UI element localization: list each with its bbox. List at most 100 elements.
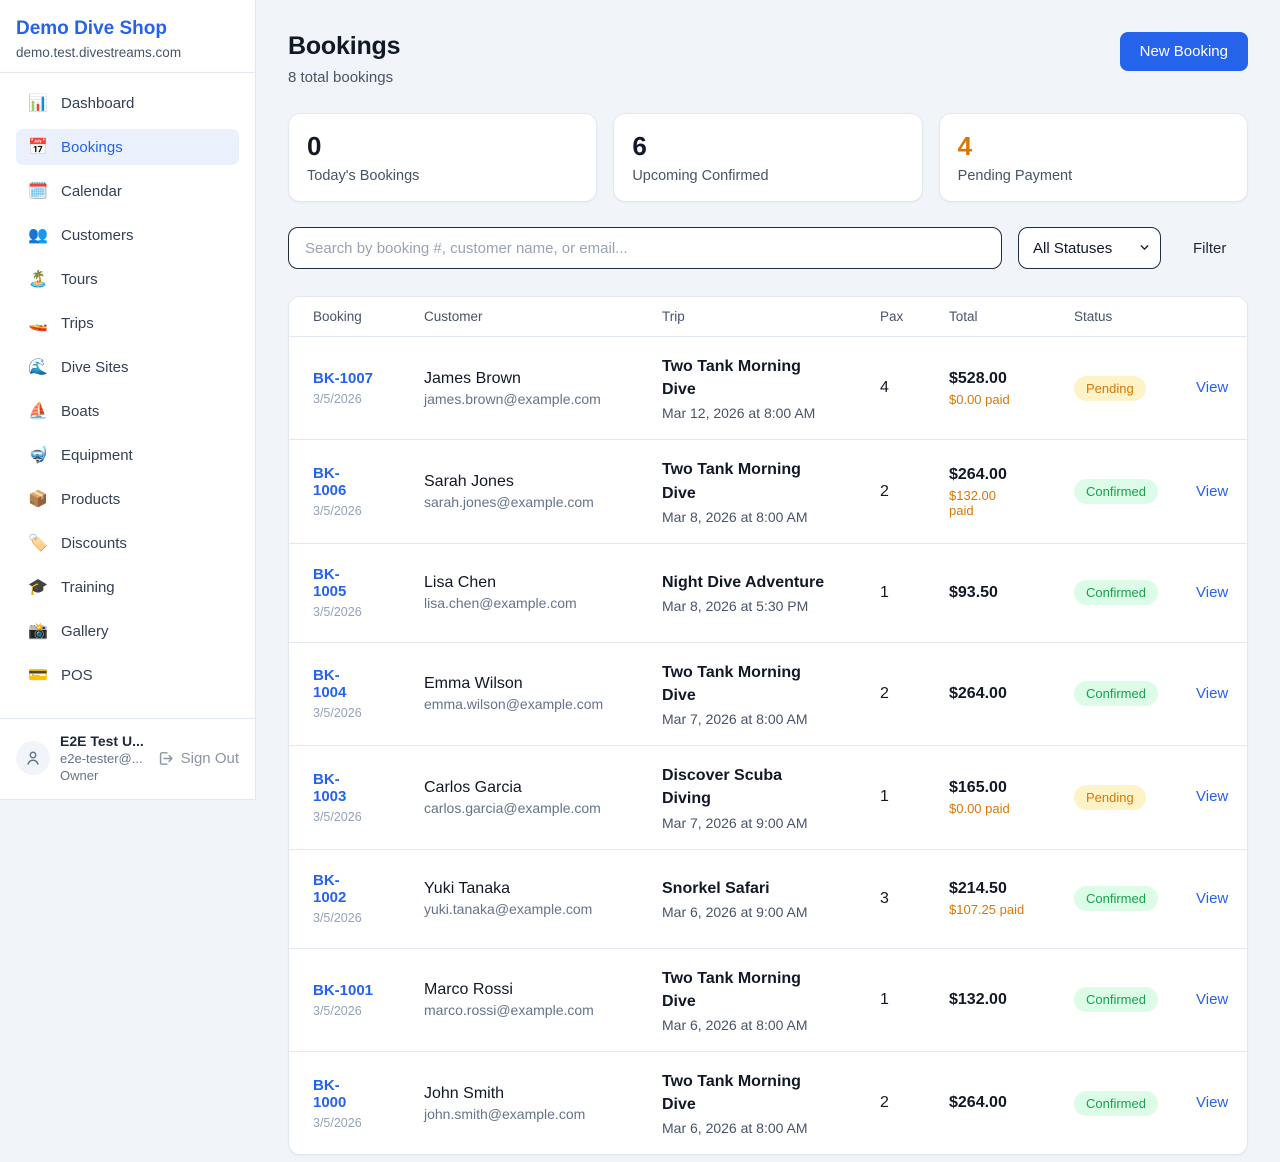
total-cell: $528.00 $0.00 paid — [949, 370, 1074, 407]
customer-cell: James Brown james.brown@example.com — [424, 370, 662, 407]
pax-count: 1 — [880, 788, 889, 806]
pax-count: 3 — [880, 889, 889, 907]
stat-value: 6 — [632, 131, 647, 161]
sidebar-item-equipment[interactable]: 🤿 Equipment — [28, 446, 133, 465]
trip-cell: Night Dive Adventure Mar 8, 2026 at 5:30… — [662, 571, 880, 614]
trip-name: Night Dive Adventure — [662, 574, 825, 592]
sidebar-item-gallery[interactable]: 📸 Gallery — [28, 622, 109, 641]
people-icon: 👥 — [28, 227, 48, 244]
status-badge: Pending — [1074, 784, 1146, 810]
customer-email: sarah.jones@example.com — [424, 494, 594, 511]
col-total: Total — [949, 309, 978, 324]
booking-id-link[interactable]: BK-1003 — [313, 770, 347, 805]
view-link[interactable]: View — [1196, 1094, 1229, 1112]
booking-id-link[interactable]: BK-1000 — [313, 1076, 347, 1111]
controls-row: All Statuses Filter — [288, 227, 1248, 269]
col-pax: Pax — [880, 309, 904, 324]
view-cell: View — [1196, 685, 1228, 703]
booking-id-link[interactable]: BK-1002 — [313, 872, 347, 906]
customer-email: lisa.chen@example.com — [424, 595, 577, 612]
customer-cell: Marco Rossi marco.rossi@example.com — [424, 981, 662, 1018]
price-tag-icon: 🏷️ — [28, 535, 48, 552]
sidebar-item-dive-sites[interactable]: 🌊 Dive Sites — [28, 358, 129, 377]
view-link[interactable]: View — [1196, 990, 1229, 1008]
customer-name: Lisa Chen — [424, 574, 497, 592]
table-row: BK-1004 3/5/2026 Emma Wilson emma.wilson… — [289, 643, 1247, 747]
desert-island-icon: 🏝️ — [28, 271, 48, 288]
new-booking-button[interactable]: New Booking — [1119, 32, 1248, 71]
booking-date: 3/5/2026 — [313, 911, 362, 925]
sidebar-item-trips[interactable]: 🚤 Trips — [28, 314, 94, 333]
amount-paid: $0.00 paid — [949, 800, 1010, 816]
booking-date: 3/5/2026 — [313, 1003, 362, 1018]
sidebar-item-calendar[interactable]: 🗓️ Calendar — [28, 182, 122, 201]
pax-count: 2 — [880, 684, 889, 702]
status-badge: Confirmed — [1074, 681, 1158, 707]
stat-value: 4 — [957, 131, 973, 161]
trip-name: Two Tank Morning Dive — [662, 1072, 801, 1114]
sidebar-item-tours[interactable]: 🏝️ Tours — [28, 270, 98, 289]
search-input[interactable] — [288, 227, 1002, 269]
trip-cell: Two Tank Morning Dive Mar 6, 2026 at 8:0… — [662, 967, 880, 1033]
status-cell: Confirmed — [1074, 681, 1196, 707]
sidebar-item-discounts[interactable]: 🏷️ Discounts — [28, 534, 127, 553]
sidebar-item-pos[interactable]: 💳 POS — [28, 666, 93, 685]
booking-id-link[interactable]: BK-1001 — [313, 981, 374, 999]
booking-id-link[interactable]: BK-1005 — [313, 566, 347, 601]
customer-cell: Carlos Garcia carlos.garcia@example.com — [424, 779, 662, 816]
trip-name: Discover Scuba Diving — [662, 767, 783, 808]
sign-out-button[interactable]: Sign Out — [157, 750, 239, 767]
status-badge: Confirmed — [1074, 987, 1158, 1013]
view-cell: View — [1196, 788, 1228, 806]
view-link[interactable]: View — [1196, 684, 1229, 702]
credit-card-icon: 💳 — [28, 667, 48, 684]
customer-name: Sarah Jones — [424, 473, 514, 491]
customer-name: Emma Wilson — [424, 675, 523, 693]
table-row: BK-1000 3/5/2026 John Smith john.smith@e… — [289, 1052, 1247, 1154]
view-cell: View — [1196, 379, 1228, 397]
view-link[interactable]: View — [1196, 583, 1229, 601]
camera-flash-icon: 📸 — [28, 623, 48, 640]
trip-datetime: Mar 6, 2026 at 8:00 AM — [662, 1016, 808, 1033]
sidebar-item-bookings[interactable]: 📅 Bookings — [16, 129, 239, 165]
trip-cell: Two Tank Morning Dive Mar 7, 2026 at 8:0… — [662, 661, 880, 727]
sidebar-item-training[interactable]: 🎓 Training — [28, 578, 115, 597]
total-cell: $165.00 $0.00 paid — [949, 779, 1074, 816]
booking-cell: BK-1000 3/5/2026 — [313, 1077, 424, 1130]
view-link[interactable]: View — [1196, 379, 1229, 397]
customer-name: James Brown — [424, 369, 521, 387]
view-link[interactable]: View — [1196, 788, 1229, 806]
view-link[interactable]: View — [1196, 889, 1229, 907]
user-role: Owner — [60, 768, 99, 783]
status-badge: Confirmed — [1074, 1090, 1158, 1116]
customer-cell: John Smith john.smith@example.com — [424, 1085, 662, 1122]
sidebar-item-products[interactable]: 📦 Products — [28, 490, 121, 509]
booking-id-link[interactable]: BK-1007 — [313, 370, 374, 388]
table-row: BK-1005 3/5/2026 Lisa Chen lisa.chen@exa… — [289, 544, 1247, 643]
booking-cell: BK-1007 3/5/2026 — [313, 370, 424, 406]
stat-label: Today's Bookings — [307, 168, 420, 184]
customer-email: emma.wilson@example.com — [424, 696, 604, 713]
pax-count: 1 — [880, 583, 889, 601]
total-amount: $93.50 — [949, 583, 998, 601]
package-icon: 📦 — [28, 491, 48, 508]
view-cell: View — [1196, 584, 1228, 602]
trip-datetime: Mar 6, 2026 at 9:00 AM — [662, 904, 808, 921]
trip-datetime: Mar 12, 2026 at 8:00 AM — [662, 405, 816, 422]
sidebar-item-dashboard[interactable]: 📊 Dashboard — [28, 94, 135, 113]
sidebar-item-boats[interactable]: ⛵ Boats — [28, 402, 100, 421]
status-filter-select[interactable]: All Statuses — [1018, 227, 1161, 269]
total-cell: $264.00 — [949, 1094, 1074, 1112]
table-body: BK-1007 3/5/2026 James Brown james.brown… — [289, 337, 1247, 1154]
total-amount: $264.00 — [949, 465, 1007, 483]
booking-date: 3/5/2026 — [313, 706, 362, 721]
booking-id-link[interactable]: BK-1004 — [313, 667, 347, 702]
table-row: BK-1003 3/5/2026 Carlos Garcia carlos.ga… — [289, 746, 1247, 850]
booking-id-link[interactable]: BK-1006 — [313, 465, 347, 500]
trip-name: Two Tank Morning Dive — [662, 358, 801, 399]
table-header: Booking Customer Trip Pax Total Status — [289, 297, 1247, 337]
customer-name: Marco Rossi — [424, 981, 513, 999]
pax-count: 2 — [880, 1094, 889, 1112]
sidebar-item-customers[interactable]: 👥 Customers — [28, 226, 134, 245]
view-link[interactable]: View — [1196, 482, 1229, 500]
